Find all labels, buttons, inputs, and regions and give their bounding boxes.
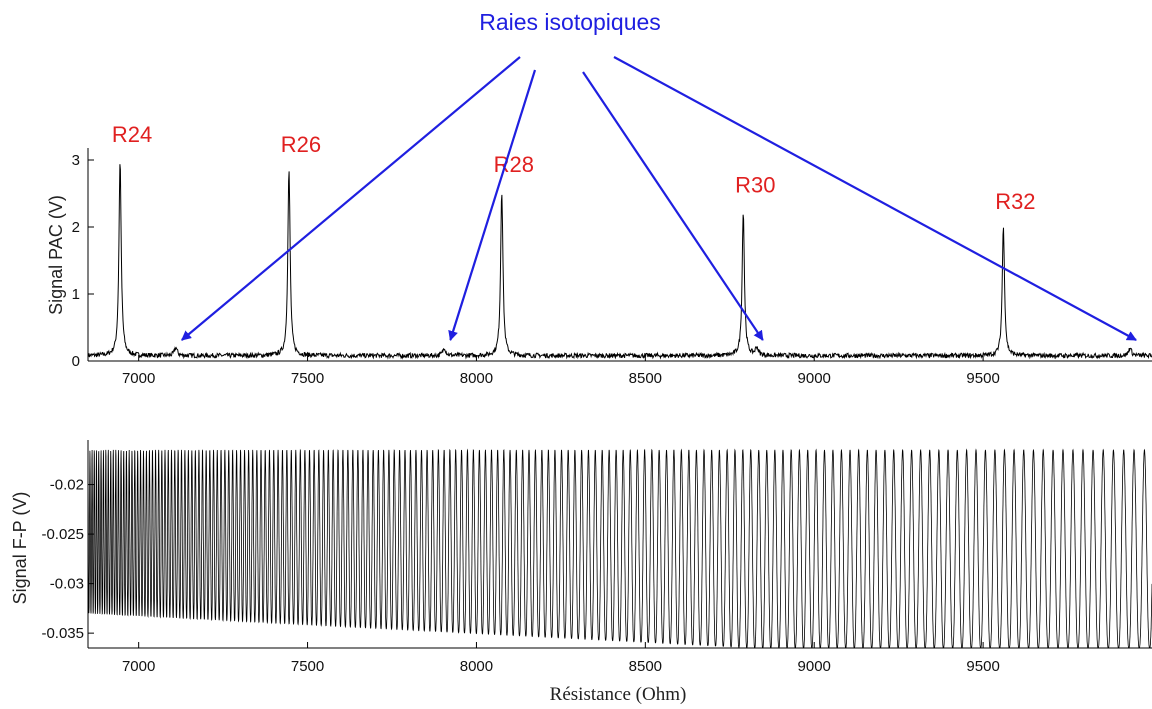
pac-peak-labels: R24 R26 R28 R30 R32 [112,122,1036,214]
annotation-title: Raies isotopiques [479,9,661,35]
fp-x-tick-label: 8000 [460,658,493,675]
fp-y-tick-label: -0.02 [50,477,84,494]
pac-y-tick-label: 1 [72,286,80,303]
peak-label-r28: R28 [494,152,534,177]
pac-y-ticks: 0 1 2 3 [72,152,94,370]
pac-y-tick-label: 0 [72,353,80,370]
fp-x-tick-label: 7500 [291,658,324,675]
pac-x-tick-label: 7500 [291,370,324,387]
pac-y-axis-title: Signal PAC (V) [46,195,66,315]
annotation-arrows [181,56,1137,341]
annotation-group: Raies isotopiques [181,9,1137,341]
fp-y-tick-label: -0.025 [41,526,84,543]
isotopic-arrow [613,56,1137,341]
fp-x-tick-label: 7000 [122,658,155,675]
fp-x-axis-title: Résistance (Ohm) [550,684,687,705]
fp-y-ticks: -0.02 -0.025 -0.03 -0.035 [41,477,94,642]
fp-x-tick-label: 9500 [966,658,999,675]
pac-signal-line [87,164,1152,360]
fp-y-tick-label: -0.03 [50,576,84,593]
pac-y-tick-label: 2 [72,219,80,236]
peak-label-r24: R24 [112,122,152,147]
pac-x-tick-label: 9000 [798,370,831,387]
pac-x-ticks: 7000 7500 8000 8500 9000 9500 [122,355,1000,387]
pac-x-tick-label: 7000 [122,370,155,387]
fp-y-tick-label: -0.035 [41,625,84,642]
fp-panel: 7000 7500 8000 8500 9000 9500 -0.02-0.025-0.0… [10,440,1152,705]
fp-x-ticks: 7000 7500 8000 8500 9000 9500 [122,642,1000,675]
fp-x-tick-label: 9000 [798,658,831,675]
pac-x-tick-label: 8000 [460,370,493,387]
isotopic-arrow [448,69,537,341]
pac-y-tick-label: 3 [72,152,80,169]
peak-label-r30: R30 [735,172,775,197]
isotopic-arrow [582,71,764,341]
fp-signal-line [87,448,1152,649]
peak-label-r32: R32 [995,189,1035,214]
pac-x-tick-label: 8500 [629,370,662,387]
peak-label-r26: R26 [281,132,321,157]
fp-x-tick-label: 8500 [629,658,662,675]
fp-y-axis-title: Signal F-P (V) [10,492,30,605]
isotopic-arrow [181,56,521,341]
pac-x-tick-label: 9500 [966,370,999,387]
